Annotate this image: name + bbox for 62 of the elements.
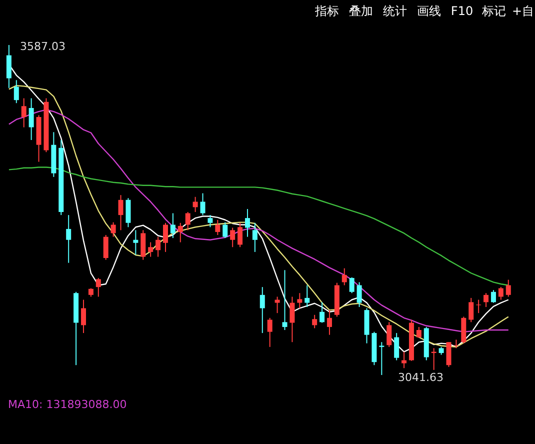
- candlestick: [238, 222, 243, 248]
- candlestick: [21, 98, 26, 128]
- candlestick: [416, 326, 422, 338]
- candlestick: [118, 194, 124, 231]
- candlestick: [267, 317, 272, 348]
- annotation: 标记: [481, 4, 506, 18]
- candlestick: [14, 80, 19, 104]
- candlestick: [80, 299, 86, 334]
- candlestick: [140, 230, 146, 260]
- candlestick: [244, 208, 250, 238]
- candlestick: [110, 222, 116, 238]
- candlestick: [192, 196, 198, 213]
- candlestick: [484, 292, 489, 308]
- candlestick: [506, 279, 511, 298]
- annotation: +自: [512, 4, 534, 18]
- candlestick: [326, 310, 332, 336]
- candlestick: [342, 268, 347, 286]
- candlestick: [148, 242, 154, 258]
- candlestick: [252, 222, 258, 252]
- candlestick: [379, 342, 384, 376]
- annotation: 统计: [383, 4, 407, 18]
- candlestick: [260, 286, 265, 334]
- candlestick: [297, 292, 302, 309]
- candlestick: [304, 284, 310, 308]
- candlestick: [320, 302, 325, 324]
- annotation: 叠加: [349, 4, 373, 18]
- annotation: 3587.03: [20, 40, 66, 53]
- candlestick: [222, 222, 228, 239]
- candlestick: [162, 222, 168, 252]
- candlestick: [230, 227, 236, 248]
- candlestick: [402, 351, 407, 369]
- candlestick: [126, 198, 131, 228]
- candlestick: [6, 44, 12, 88]
- candlestick: [290, 296, 295, 343]
- annotation: 画线: [417, 4, 441, 18]
- candlestick: [170, 212, 176, 239]
- candlestick: [386, 322, 392, 348]
- candlestick: [96, 277, 101, 298]
- candlestick: [185, 212, 190, 231]
- candlestick: [356, 282, 362, 308]
- candlestick: [28, 98, 34, 141]
- candlestick: [312, 314, 318, 329]
- candlestick: [156, 236, 161, 258]
- candlestick: [349, 276, 354, 294]
- candlestick: [394, 332, 400, 361]
- candlestick: [208, 214, 213, 228]
- candlestick: [282, 270, 288, 331]
- annotation: 3041.63: [398, 371, 444, 384]
- candlestick: [103, 234, 108, 260]
- candlestick: [200, 192, 206, 216]
- candlestick: [178, 222, 183, 243]
- annotation: MA10: 131893088.00: [8, 398, 127, 411]
- candlestick: [215, 219, 220, 236]
- annotation: 指标: [314, 4, 339, 18]
- candlestick: [274, 296, 280, 314]
- candlestick: [490, 290, 496, 304]
- candlestick: [133, 230, 138, 256]
- candlestick: [468, 297, 474, 323]
- candlestick: [66, 214, 72, 264]
- candlestick: [446, 342, 452, 368]
- candlestick: [498, 286, 504, 300]
- annotation: F10: [450, 4, 474, 18]
